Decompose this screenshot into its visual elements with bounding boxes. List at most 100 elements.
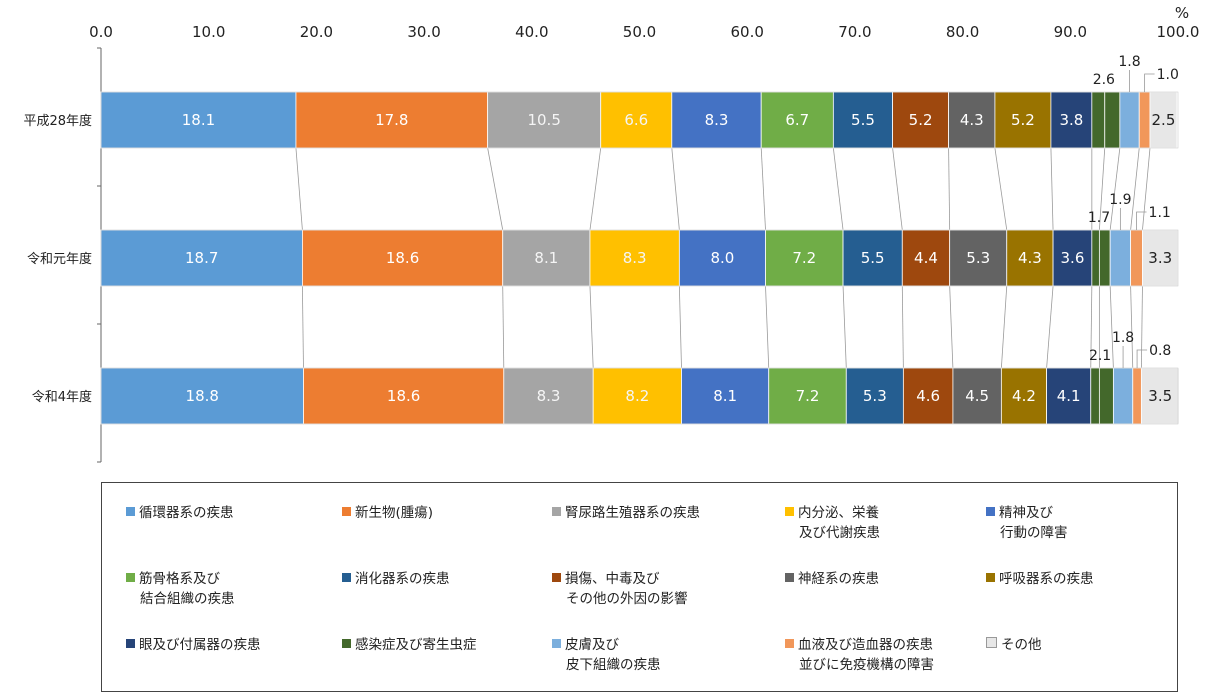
bar-segment: [502, 229, 591, 287]
bar-segment: [845, 367, 904, 425]
bar-segment: [487, 91, 602, 149]
callout-label: 1.9: [1109, 192, 1131, 208]
series-connector-line: [948, 147, 951, 231]
segment-data-label: 8.1: [534, 249, 558, 267]
segment-data-label: 5.3: [863, 387, 887, 405]
bar-segment: [1138, 91, 1151, 149]
callout-label: 1.1: [1149, 205, 1171, 221]
x-tick-label: 70.0: [838, 23, 871, 41]
legend-swatch: [785, 573, 794, 582]
bar-segment: [1109, 229, 1132, 287]
bar-segment: [1098, 229, 1111, 287]
legend-item: 眼及び付属器の疾患: [126, 635, 261, 655]
bar-segment: [949, 229, 1008, 287]
segment-data-label: 5.2: [909, 111, 933, 129]
series-connector-line: [1046, 285, 1054, 369]
bar-segment: [1112, 367, 1134, 425]
legend-swatch: [126, 639, 135, 648]
segment-data-label: 5.3: [966, 249, 990, 267]
legend-label: 血液及び造血器の疾患: [798, 637, 933, 653]
segment-data-label: 10.5: [527, 111, 560, 129]
series-connector-line: [502, 285, 505, 369]
legend-label-line2: 結合組織の疾患: [140, 591, 235, 607]
bar-segment: [1046, 367, 1092, 425]
bar-segment: [301, 229, 504, 287]
category-label: 令和元年度: [27, 251, 92, 267]
segment-data-label: 8.3: [537, 387, 561, 405]
bar-segment: [948, 91, 996, 149]
segment-data-label: 4.2: [1012, 387, 1036, 405]
bar-segment: [1132, 367, 1142, 425]
segment-data-label: 4.1: [1057, 387, 1081, 405]
segment-data-label: 3.8: [1059, 111, 1083, 129]
segment-data-label: 4.6: [916, 387, 940, 405]
legend-label-line2: 及び代謝疾患: [799, 525, 880, 541]
series-connector-line: [589, 147, 602, 231]
callout-label: 1.7: [1088, 210, 1110, 226]
bar-outline: [100, 91, 1179, 149]
segment-data-label: 4.3: [960, 111, 984, 129]
legend-swatch: [552, 507, 561, 516]
bar-segment: [671, 91, 762, 149]
bar-segment: [503, 367, 594, 425]
legend-label: 損傷、中毒及び: [565, 571, 660, 587]
segment-data-label: 6.7: [785, 111, 809, 129]
legend-item: 精神及び 行動の障害: [986, 503, 1068, 543]
legend-label: 皮膚及び: [565, 637, 619, 653]
bar-segment: [1006, 229, 1054, 287]
bar-segment: [842, 229, 903, 287]
bar-segment: [600, 91, 673, 149]
legend-swatch: [342, 639, 351, 648]
legend-swatch: [552, 573, 561, 582]
legend-label-line2: 並びに免疫機構の障害: [799, 657, 934, 673]
x-tick-label: 80.0: [946, 23, 979, 41]
segment-data-label: 18.1: [182, 111, 215, 129]
axis-unit-label: %: [1175, 4, 1189, 22]
legend-label-line2: 皮下組織の疾患: [566, 657, 661, 673]
x-tick-label: 50.0: [623, 23, 656, 41]
segment-data-label: 5.2: [1011, 111, 1035, 129]
series-connector-line: [1130, 285, 1134, 369]
segment-data-label: 18.6: [387, 387, 420, 405]
bar-segment: [1104, 91, 1121, 149]
callout-leader: [1136, 211, 1147, 230]
bar-segment: [952, 367, 1002, 425]
legend-label: 神経系の疾患: [798, 571, 879, 587]
bar-outline: [100, 367, 1179, 425]
category-label: 令和4年度: [32, 389, 92, 405]
bar-segment: [1050, 91, 1093, 149]
segment-data-label: 5.5: [851, 111, 875, 129]
segment-data-label: 18.8: [186, 387, 219, 405]
bar-segment: [765, 229, 844, 287]
series-connector-line: [1142, 147, 1151, 231]
legend-item: 腎尿路生殖器系の疾患: [552, 503, 700, 523]
series-connector-line: [487, 147, 504, 231]
legend-swatch: [986, 637, 997, 648]
segment-data-label: 3.3: [1148, 249, 1172, 267]
legend-item: 呼吸器系の疾患: [986, 569, 1094, 589]
bar-segment: [902, 367, 954, 425]
series-connector-line: [1000, 285, 1008, 369]
legend-item: 皮膚及び皮下組織の疾患: [552, 635, 661, 675]
bar-segment: [303, 367, 505, 425]
series-connector-line: [678, 285, 682, 369]
callout-label: 0.8: [1149, 343, 1171, 359]
x-tick-label: 40.0: [515, 23, 548, 41]
segment-data-label: 18.7: [185, 249, 218, 267]
legend-label: 呼吸器系の疾患: [999, 571, 1094, 587]
series-connector-line: [1140, 285, 1143, 369]
x-tick-label: 20.0: [300, 23, 333, 41]
x-tick-label: 100.0: [1157, 23, 1200, 41]
legend-swatch: [126, 507, 135, 516]
bar-segment: [1119, 91, 1140, 149]
legend-label: 腎尿路生殖器系の疾患: [565, 505, 700, 521]
callout-label: 1.8: [1118, 54, 1140, 70]
bar-segment: [760, 91, 834, 149]
bar-segment: [832, 91, 893, 149]
x-tick-label: 30.0: [407, 23, 440, 41]
callout-label: 1.8: [1112, 330, 1134, 346]
bar-segment: [1091, 91, 1106, 149]
legend-swatch: [986, 573, 995, 582]
segment-data-label: 3.6: [1061, 249, 1085, 267]
